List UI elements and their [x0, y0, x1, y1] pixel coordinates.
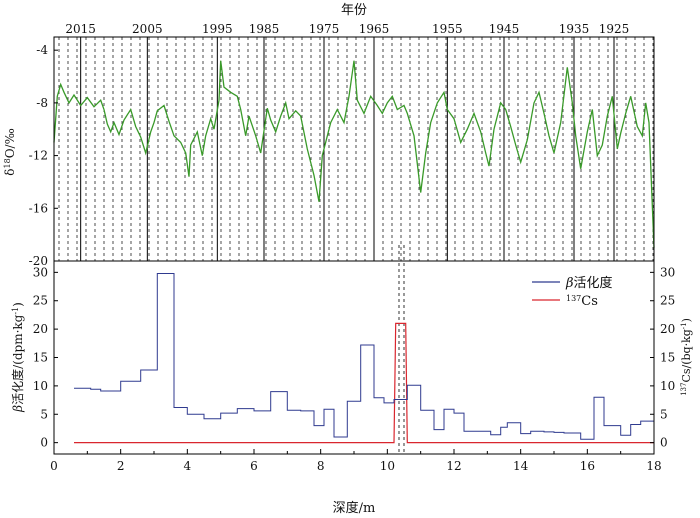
beta-series-line	[74, 273, 654, 440]
top-panel: -4 -8 -12 -16 -20 2015 2005 1995 1985 1975 1965 19…	[3, 22, 655, 268]
top-y-tick-label: -4	[36, 43, 48, 57]
bottom-right-y-tick-label: 15	[660, 351, 675, 365]
bottom-right-y-tick-label: 0	[660, 436, 668, 450]
year-tick-label: 1985	[249, 22, 280, 36]
bottom-y-axis-label: β活化度/(dpm·kg-1)	[10, 302, 25, 413]
bottom-right-y-ticks: 0 5 10 15 20 25 30	[650, 265, 675, 450]
top-y-tick-label: -20	[29, 254, 48, 268]
bottom-y-tick-label: 15	[33, 351, 48, 365]
bottom-y-tick-label: 5	[40, 407, 48, 421]
bottom-x-ticks: 0 2 4 6 8 10 12 14 16 18	[50, 449, 662, 473]
bottom-x-tick-label: 14	[513, 459, 529, 473]
bottom-right-y-tick-label: 25	[660, 294, 675, 308]
bottom-y-tick-label: 10	[33, 379, 48, 393]
bottom-x-tick-label: 8	[317, 459, 325, 473]
bottom-y-tick-label: 25	[33, 294, 48, 308]
bottom-x-tick-label: 4	[184, 459, 192, 473]
legend-cs-label: 137Cs	[566, 294, 598, 310]
bottom-right-y-tick-label: 10	[660, 379, 675, 393]
bottom-x-tick-label: 0	[50, 459, 58, 473]
year-tick-label: 2005	[132, 22, 163, 36]
top-dashed-lines	[58, 37, 654, 261]
bottom-right-y-tick-label: 30	[660, 265, 675, 279]
year-tick-label: 1935	[559, 22, 590, 36]
legend-beta-label: β活化度	[565, 275, 613, 291]
bottom-x-tick-label: 12	[446, 459, 461, 473]
top-y-tick-label: -12	[29, 149, 48, 163]
bottom-y-tick-label: 30	[33, 265, 48, 279]
year-tick-label: 1965	[359, 22, 390, 36]
year-tick-labels: 2015 2005 1995 1985 1975 1965 1955 1945 1935 1925	[65, 22, 629, 36]
year-tick-label: 1955	[432, 22, 463, 36]
cs137-series-line	[74, 322, 654, 444]
bottom-panel: 0 5 10 15 20 25 30 0 5 10 15 20 25 30 0 2 4 6 8 10 12 14 16 1…	[10, 245, 693, 516]
bottom-right-y-tick-label: 5	[660, 407, 668, 421]
bottom-y-ticks: 0 5 10 15 20 25 30	[33, 265, 58, 450]
year-tick-label: 1925	[599, 22, 630, 36]
legend: β活化度 137Cs	[532, 275, 613, 309]
bottom-x-tick-label: 18	[646, 459, 661, 473]
bottom-x-tick-label: 16	[580, 459, 595, 473]
top-y-tick-label: -16	[29, 201, 48, 215]
bottom-x-tick-label: 6	[250, 459, 258, 473]
top-y-tick-label: -8	[36, 96, 48, 110]
d18o-series-line	[53, 60, 655, 248]
year-tick-label: 1995	[202, 22, 233, 36]
bottom-x-axis-label: 深度/m	[333, 500, 376, 516]
bottom-right-y-axis-label: 137Cs/(bq·kg-1)	[680, 318, 693, 396]
year-tick-label: 1975	[309, 22, 340, 36]
bottom-right-y-tick-label: 20	[660, 322, 675, 336]
top-y-ticks: -4 -8 -12 -16 -20	[29, 43, 58, 268]
bottom-x-tick-label: 2	[117, 459, 125, 473]
bottom-panel-frame	[53, 260, 655, 455]
bottom-x-tick-label: 10	[380, 459, 395, 473]
bottom-y-tick-label: 0	[40, 436, 48, 450]
reference-dashed-lines	[398, 245, 405, 454]
top-axis-title: 年份	[341, 3, 367, 18]
year-tick-label: 2015	[65, 22, 96, 36]
year-tick-label: 1945	[489, 22, 520, 36]
bottom-y-tick-label: 20	[33, 322, 48, 336]
year-marker-lines	[80, 37, 615, 261]
top-y-axis-label: δ18O/‰	[3, 128, 18, 175]
